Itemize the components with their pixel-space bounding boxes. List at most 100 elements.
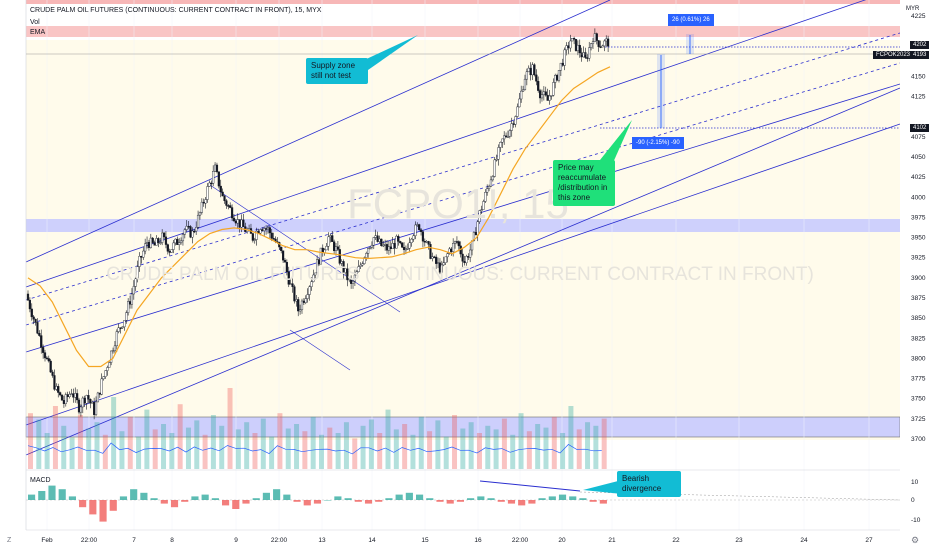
candle-body	[450, 248, 453, 252]
candle-body	[208, 182, 211, 187]
price-axis[interactable]	[900, 0, 932, 550]
macd-bar	[293, 500, 301, 502]
candle-body	[28, 299, 31, 310]
supply-zone-note[interactable]: Supply zone still not test	[306, 58, 368, 84]
candle-body	[64, 394, 67, 404]
candle-body	[474, 232, 477, 236]
candle-body	[463, 261, 466, 264]
macd-bar	[446, 500, 454, 504]
candle-body	[319, 247, 322, 265]
candle-body	[399, 241, 402, 244]
candle-body	[108, 362, 111, 368]
volume-bar	[185, 427, 191, 469]
volume-bar	[127, 416, 133, 469]
volume-bar	[427, 431, 433, 469]
candle-body	[565, 45, 568, 51]
candle-body	[215, 164, 219, 172]
candle-body	[467, 256, 470, 258]
candle-body	[299, 309, 302, 312]
volume-bar	[152, 429, 158, 469]
candle-body	[601, 45, 604, 48]
bearish-divergence-note[interactable]: Bearish divergence	[617, 471, 681, 497]
volume-bar	[194, 420, 200, 469]
candle-body	[47, 358, 50, 362]
candle-body	[425, 241, 428, 243]
volume-bar	[377, 433, 383, 469]
candle-body	[380, 238, 383, 247]
macd-bar	[354, 500, 362, 502]
volume-bar	[277, 413, 283, 469]
measure-up-label[interactable]: 26 (0.61%) 26	[668, 14, 714, 26]
candle-body	[402, 247, 406, 250]
macd-bar	[538, 498, 546, 500]
y-tick-label: 4125	[911, 94, 926, 101]
candle-body	[306, 294, 309, 299]
candle-body	[261, 229, 264, 232]
candle-body	[397, 235, 400, 242]
candle-body	[230, 207, 234, 219]
candle-body	[176, 238, 179, 245]
candle-body	[26, 293, 30, 301]
candle-body	[431, 256, 434, 259]
macd-bar	[242, 500, 250, 504]
macd-bar	[262, 492, 270, 500]
gear-icon[interactable]: ⚙	[911, 535, 920, 545]
volume-bar	[52, 406, 58, 469]
candle-body	[89, 399, 92, 404]
candle-body	[206, 186, 209, 200]
volume-bar	[518, 413, 524, 469]
volume-bar	[260, 418, 266, 469]
candle-body	[212, 171, 215, 184]
candle-body	[374, 235, 377, 238]
candle-body	[42, 347, 45, 353]
candle-body	[164, 236, 168, 245]
macd-label[interactable]: MACD	[30, 477, 51, 484]
macd-bar	[375, 500, 383, 502]
macd-bar	[344, 498, 352, 500]
volume-bar	[69, 437, 75, 469]
candle-body	[419, 229, 423, 232]
volume-bar	[485, 425, 491, 469]
candle-body	[45, 357, 48, 360]
chart-title[interactable]: CRUDE PALM OIL FUTURES (CONTINUOUS: CURR…	[30, 7, 322, 14]
candle-body	[310, 281, 313, 287]
volume-bar	[144, 409, 150, 469]
candle-body	[378, 238, 381, 242]
candle-body	[302, 300, 305, 303]
macd-bar	[252, 498, 260, 500]
ema-label[interactable]: EMA	[30, 29, 46, 36]
candle-body	[312, 274, 315, 282]
volume-bar	[177, 404, 183, 469]
candle-body	[382, 244, 385, 247]
candle-body	[571, 38, 574, 42]
macd-bar	[170, 500, 179, 508]
candle-body	[414, 224, 417, 237]
volume-bar	[119, 431, 125, 469]
volume-bar	[551, 416, 557, 469]
candle-body	[342, 261, 345, 273]
measure-down-label[interactable]: -90 (-2.15%) -90	[632, 137, 684, 149]
timezone-toggle[interactable]: Z	[7, 537, 12, 544]
vol-label[interactable]: Vol	[30, 19, 40, 26]
candle-body	[503, 135, 506, 140]
candle-body	[106, 367, 109, 371]
candle-body	[514, 116, 517, 125]
volume-bar	[585, 422, 591, 469]
candle-body	[334, 246, 338, 252]
reaccumulate-note[interactable]: Price may reaccumulate /distribution in …	[553, 160, 615, 206]
volume-ma-line	[27, 442, 602, 455]
candle-body	[497, 147, 500, 160]
candle-body	[557, 70, 561, 81]
candle-body	[376, 235, 379, 242]
y-tick-label: 4075	[911, 134, 926, 141]
candle-body	[285, 262, 288, 273]
candle-body	[333, 241, 336, 252]
macd-bar	[497, 500, 505, 502]
macd-bar	[99, 500, 107, 522]
y-tick-label: 4025	[911, 174, 926, 181]
candle-body	[210, 182, 213, 185]
candle-body	[546, 94, 549, 101]
candle-body	[268, 227, 271, 234]
candle-body	[72, 393, 75, 398]
